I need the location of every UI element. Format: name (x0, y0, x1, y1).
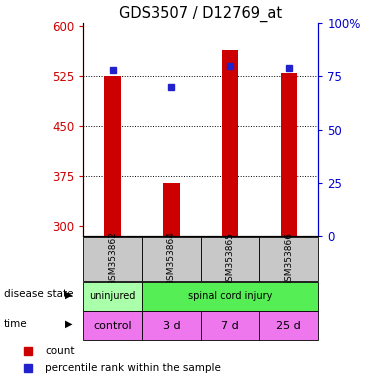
Text: 3 d: 3 d (162, 321, 180, 331)
Text: disease state: disease state (4, 289, 73, 300)
Text: count: count (46, 346, 75, 356)
Bar (104, 76, 121, 236)
Text: GSM353865: GSM353865 (226, 232, 235, 286)
Bar (83, 237, 142, 281)
Bar (259, 237, 318, 281)
Text: percentile rank within the sample: percentile rank within the sample (46, 362, 221, 372)
Text: ▶: ▶ (65, 319, 72, 329)
Bar (259, 311, 318, 340)
Bar (222, 50, 238, 236)
Bar (201, 311, 259, 340)
Text: spinal cord injury: spinal cord injury (188, 291, 272, 301)
Title: GDS3507 / D12769_at: GDS3507 / D12769_at (119, 5, 282, 22)
Text: time: time (4, 319, 27, 329)
Bar (280, 73, 297, 236)
Text: GSM353862: GSM353862 (108, 232, 117, 286)
Bar (83, 282, 142, 311)
Bar (201, 237, 259, 281)
Text: 7 d: 7 d (221, 321, 239, 331)
Bar (83, 311, 142, 340)
Text: uninjured: uninjured (90, 291, 136, 301)
Bar (142, 311, 201, 340)
Bar (163, 183, 179, 236)
Text: GSM353864: GSM353864 (167, 232, 176, 286)
Bar (142, 282, 318, 311)
Text: 25 d: 25 d (276, 321, 301, 331)
Text: control: control (93, 321, 132, 331)
Bar (142, 237, 201, 281)
Text: GSM353866: GSM353866 (284, 232, 293, 286)
Text: ▶: ▶ (65, 289, 72, 300)
